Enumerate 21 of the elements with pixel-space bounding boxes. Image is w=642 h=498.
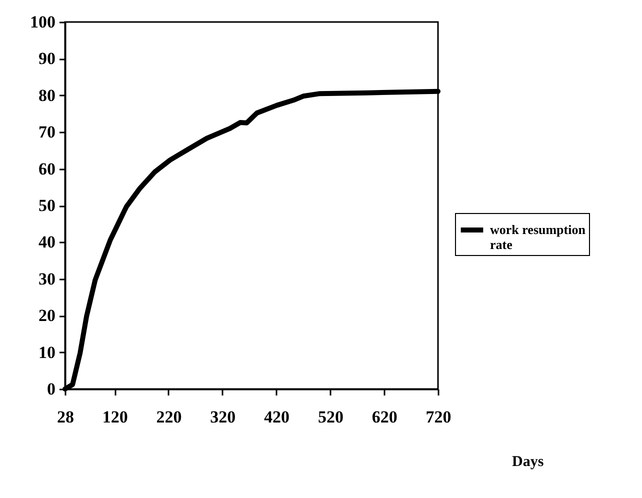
- y-tick-label: 90: [38, 49, 56, 68]
- x-tick-label: 320: [210, 408, 236, 426]
- x-tick-label: 120: [102, 408, 128, 426]
- y-tick-label: 30: [38, 269, 56, 288]
- y-tick-label: 0: [47, 380, 56, 398]
- x-tick-label: 620: [372, 408, 398, 426]
- y-tick-label: 50: [38, 196, 56, 215]
- y-tick-label: 20: [38, 306, 56, 326]
- x-tick-label: 520: [318, 408, 344, 426]
- y-tick-label: 80: [38, 86, 56, 105]
- x-tick-label: 720: [426, 408, 452, 426]
- y-tick-label: 10: [38, 342, 56, 362]
- x-tick-label: 420: [264, 408, 290, 426]
- text: Days: [512, 454, 544, 471]
- x-tick-label: 220: [156, 408, 182, 426]
- y-tick-label: 60: [38, 159, 56, 178]
- y-tick-label: 100: [30, 12, 56, 32]
- y-tick-label: 40: [38, 232, 56, 252]
- legend-label: work resumption rate: [490, 222, 586, 252]
- x-tick-label: 28: [57, 408, 74, 426]
- y-tick-label: 70: [38, 122, 56, 142]
